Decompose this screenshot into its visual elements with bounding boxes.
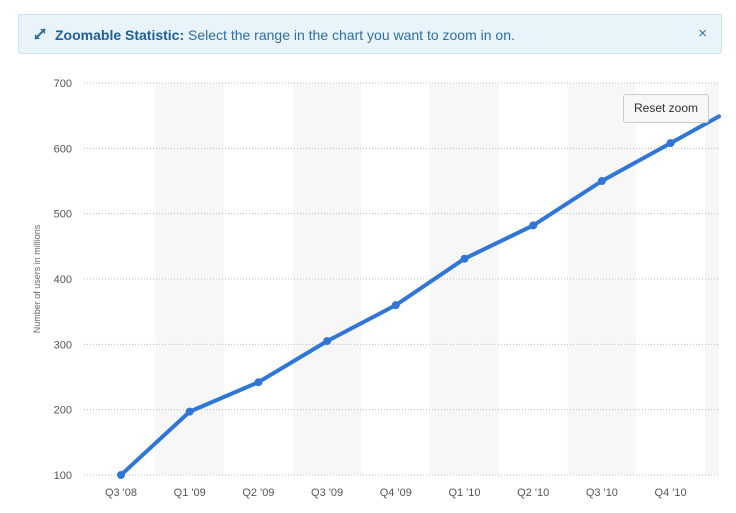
reset-zoom-button[interactable]: Reset zoom (623, 94, 709, 123)
x-tick-label: Q1 '09 (174, 487, 206, 499)
x-tick-label: Q3 '10 (586, 487, 618, 499)
x-tick-label: Q4 '10 (655, 487, 687, 499)
y-tick-label: 200 (54, 405, 72, 417)
banner-text: Zoomable Statistic: Select the range in … (55, 15, 515, 55)
y-tick-label: 600 (54, 143, 72, 155)
y-tick-labels: 100 200 300 400 500 600 700 (54, 78, 72, 482)
x-tick-label: Q1 '10 (448, 487, 480, 499)
banner-title: Zoomable Statistic: (55, 27, 185, 43)
y-tick-label: 500 (54, 209, 72, 221)
data-point[interactable] (391, 301, 400, 310)
data-point[interactable] (117, 471, 125, 479)
y-tick-label: 700 (54, 78, 72, 90)
banner-message: Select the range in the chart you want t… (188, 27, 515, 43)
data-points (117, 139, 675, 479)
zoomable-statistic-banner: Zoomable Statistic: Select the range in … (18, 14, 722, 54)
series-line (119, 114, 721, 477)
data-point[interactable] (254, 378, 263, 387)
data-point[interactable] (597, 177, 606, 185)
y-tick-label: 300 (54, 339, 72, 351)
x-tick-label: Q3 '08 (105, 487, 137, 499)
close-icon[interactable]: × (698, 25, 707, 42)
alternate-band (567, 83, 637, 475)
alternate-band (430, 83, 499, 475)
x-tick-labels: Q3 '08 Q1 '09 Q2 '09 Q3 '09 Q4 '09 Q1 '10 Q2 '… (105, 487, 687, 499)
x-tick-label: Q4 '09 (380, 487, 412, 499)
expand-arrows-icon (34, 28, 46, 40)
data-point[interactable] (460, 254, 469, 263)
x-tick-label: Q2 '09 (242, 487, 274, 499)
x-tick-label: Q2 '10 (517, 487, 549, 499)
y-axis-label: Number of users in millions (32, 224, 42, 333)
x-tick-label: Q3 '09 (311, 487, 343, 499)
data-point[interactable] (529, 221, 538, 230)
y-tick-label: 400 (54, 274, 72, 286)
data-point[interactable] (323, 337, 332, 346)
data-point[interactable] (666, 139, 675, 148)
y-tick-label: 100 (54, 470, 72, 482)
data-point[interactable] (185, 407, 194, 416)
